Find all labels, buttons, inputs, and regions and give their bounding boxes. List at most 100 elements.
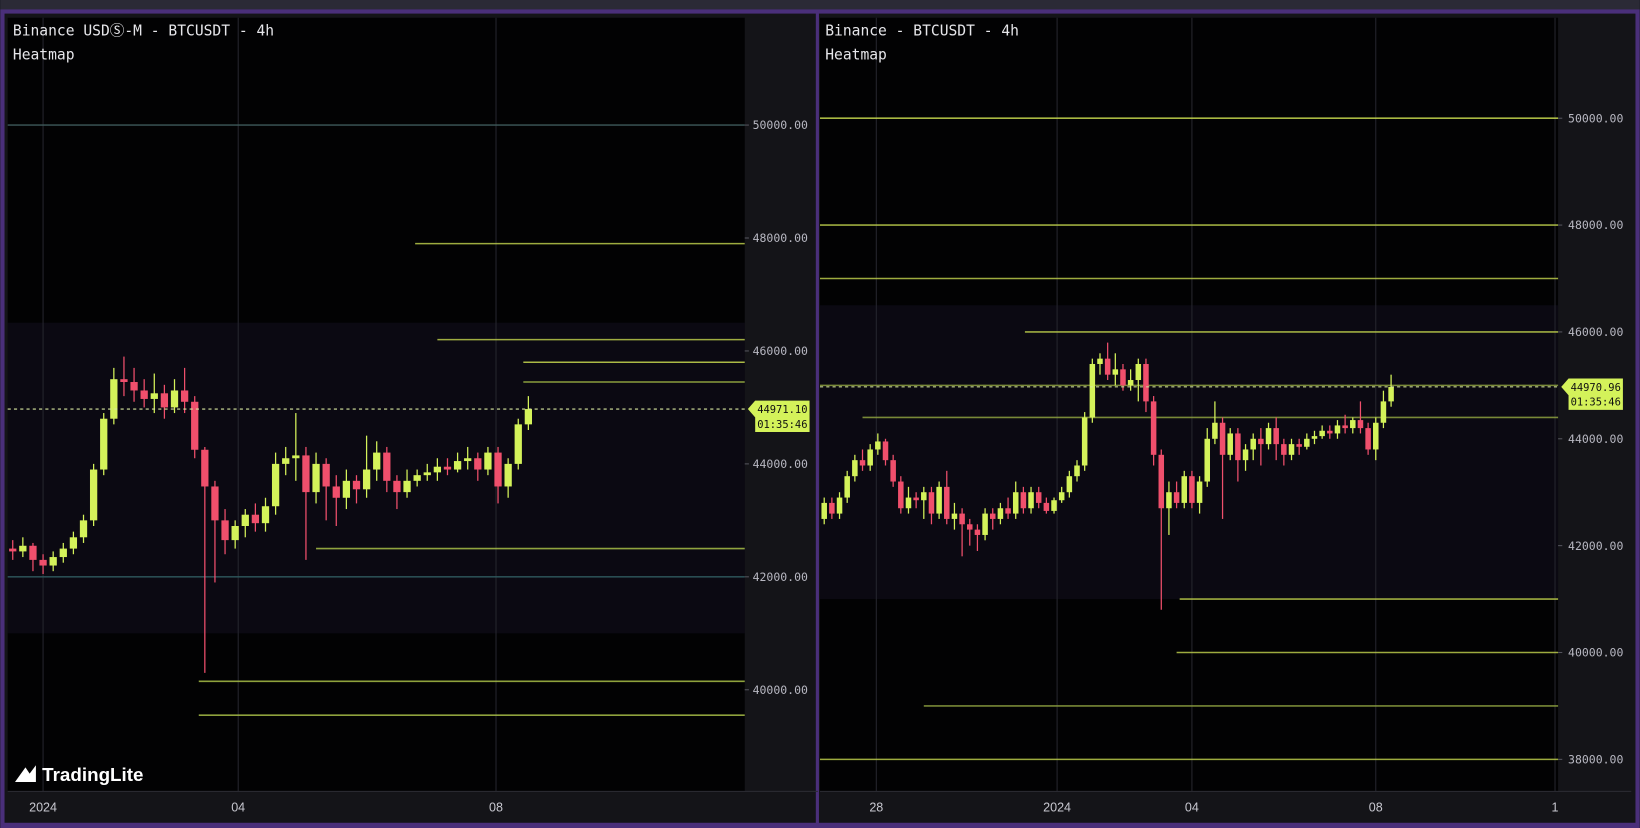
- candle-body: [211, 486, 219, 521]
- candle-body: [352, 480, 361, 490]
- candle-body: [1388, 386, 1394, 402]
- candle-body: [170, 390, 179, 408]
- candle-body: [271, 463, 280, 507]
- candle-body: [967, 524, 973, 530]
- candle-body: [1135, 363, 1142, 381]
- candle-body: [1258, 438, 1264, 445]
- candle-body: [29, 545, 37, 560]
- candle-body: [443, 466, 452, 470]
- candle-body: [944, 486, 950, 519]
- candle-body: [362, 469, 371, 490]
- x-tick-label: 04: [1185, 800, 1199, 814]
- x-tick-label: 28: [869, 800, 883, 814]
- candle-body: [1028, 492, 1034, 509]
- candle-body: [951, 513, 958, 519]
- last-price-label: 44970.96: [1571, 382, 1621, 394]
- y-tick-label: 50000.00: [1568, 111, 1623, 125]
- candle-body: [1181, 476, 1188, 503]
- chart-title: Binance USDⓈ-M - BTCUSDT - 4h: [13, 23, 274, 40]
- charts: 40000.00 42000.00 44000.00 46000.00 48000.00…: [7, 17, 1632, 814]
- plot-area: [7, 17, 745, 792]
- candle-body: [1104, 358, 1111, 375]
- candle-body: [221, 520, 229, 541]
- y-tick-label: 48000.00: [1568, 218, 1623, 232]
- y-tick-label: 40000.00: [1568, 646, 1623, 660]
- candle-body: [1319, 430, 1325, 437]
- last-price-tag: [1561, 378, 1623, 410]
- candle-body: [1304, 438, 1310, 447]
- candle-body: [1311, 436, 1318, 439]
- candle-body: [1365, 428, 1371, 450]
- candle-body: [890, 460, 896, 482]
- candle-body: [1143, 363, 1149, 402]
- y-tick-label: 44000.00: [753, 457, 808, 471]
- candle-body: [191, 401, 199, 450]
- candle-body: [1212, 422, 1218, 439]
- candle-body: [231, 526, 239, 541]
- candle-body: [829, 502, 835, 514]
- candle-body: [79, 520, 88, 538]
- x-tick-label: 2024: [1043, 800, 1071, 814]
- candle-body: [1081, 417, 1088, 466]
- candle-body: [1005, 508, 1011, 514]
- chart-subtitle: Heatmap: [825, 47, 887, 64]
- countdown: 01:35:46: [757, 419, 807, 431]
- candle-body: [1074, 465, 1080, 477]
- y-tick-label: 38000.00: [1568, 753, 1623, 767]
- candle-body: [1357, 420, 1364, 429]
- candle-body: [844, 476, 850, 498]
- candle-body: [1020, 492, 1027, 509]
- candle-body: [373, 452, 381, 470]
- candle-body: [423, 472, 431, 476]
- candle-body: [859, 460, 866, 466]
- candle-body: [1166, 492, 1172, 509]
- candle-body: [1373, 422, 1379, 450]
- candle-body: [959, 513, 965, 525]
- candle-body: [160, 393, 169, 408]
- last-price-label: 44971.10: [757, 404, 807, 416]
- candle-body: [453, 461, 462, 470]
- candle-body: [403, 480, 411, 493]
- candle-body: [1051, 500, 1057, 511]
- chart-subtitle: Heatmap: [13, 47, 75, 64]
- heatmap-haze: [820, 305, 1559, 600]
- candle-body: [261, 506, 270, 524]
- candle-body: [936, 486, 942, 514]
- logo: TradingLite: [42, 764, 143, 785]
- candle-body: [1035, 492, 1042, 503]
- candle-body: [201, 449, 209, 487]
- candle-body: [921, 492, 927, 501]
- logo-icon: [15, 765, 36, 782]
- candle-body: [130, 382, 138, 391]
- candle-body: [1235, 433, 1241, 461]
- candle-body: [1150, 401, 1157, 455]
- candle-body: [1296, 444, 1302, 447]
- y-tick-label: 42000.00: [753, 570, 808, 584]
- countdown: 01:35:46: [1571, 397, 1621, 409]
- candle-body: [997, 508, 1004, 519]
- candle-body: [322, 463, 330, 487]
- candle-body: [524, 409, 533, 425]
- candle-body: [1120, 369, 1126, 386]
- candle-body: [464, 458, 472, 462]
- candle-body: [494, 452, 502, 487]
- candle-body: [484, 452, 492, 470]
- y-tick-label: 46000.00: [753, 344, 808, 358]
- candle-body: [1097, 358, 1103, 364]
- candle-body: [852, 460, 858, 477]
- candle-body: [836, 497, 843, 514]
- y-tick-label: 50000.00: [753, 118, 808, 132]
- x-tick-label: 1: [1552, 800, 1559, 814]
- candle-body: [413, 475, 421, 481]
- candle-body: [69, 537, 78, 549]
- candle-body: [342, 480, 351, 498]
- candle-body: [875, 441, 881, 450]
- candle-body: [898, 481, 904, 509]
- candle-body: [1250, 438, 1256, 450]
- y-tick-label: 48000.00: [753, 231, 808, 245]
- y-tick-label: 40000.00: [753, 683, 808, 697]
- candle-body: [251, 514, 260, 524]
- candle-body: [140, 390, 148, 399]
- candle-body: [1173, 492, 1180, 503]
- candle-body: [312, 463, 320, 493]
